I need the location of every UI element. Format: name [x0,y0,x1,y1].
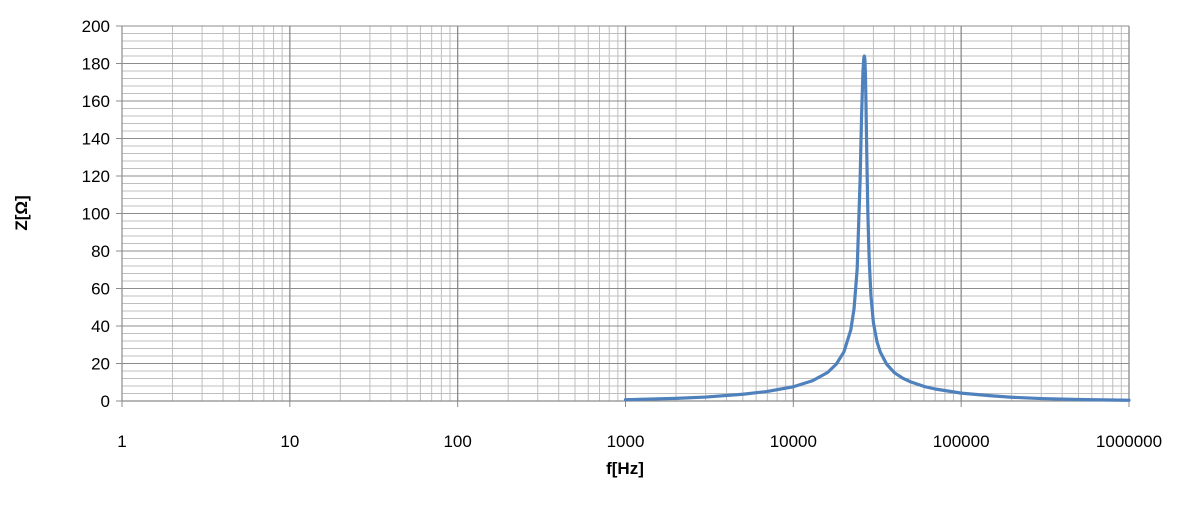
x-tick-label: 1000000 [1096,432,1162,451]
y-tick-labels: 0 20 40 60 80 100 120 140 160 180 200 [82,17,110,411]
y-tick-label: 100 [82,205,110,224]
series-line-0 [623,54,1131,402]
y-axis-title: Z[Ω] [12,195,31,230]
y-tick-label: 80 [91,242,110,261]
y-tick-label: 40 [91,317,110,336]
x-tick-label: 100 [443,432,471,451]
x-tick-labels: 1 10 100 1000 10000 100000 1000000 [117,432,1162,451]
major-gridlines [122,25,1130,401]
y-tick-label: 20 [91,355,110,374]
x-tick-label: 10 [280,432,299,451]
x-tick-label: 1 [117,432,126,451]
y-tick-label: 120 [82,167,110,186]
x-tick-label: 100000 [933,432,990,451]
y-tick-label: 160 [82,92,110,111]
y-tick-label: 200 [82,17,110,36]
y-tick-label: 0 [101,392,110,411]
x-tick-label: 10000 [770,432,817,451]
x-tick-label: 1000 [607,432,645,451]
y-tick-label: 140 [82,130,110,149]
x-axis-title: f[Hz] [606,459,644,478]
y-tick-label: 60 [91,280,110,299]
axes [116,25,1130,407]
series-layer [623,54,1131,402]
y-tick-label: 180 [82,55,110,74]
